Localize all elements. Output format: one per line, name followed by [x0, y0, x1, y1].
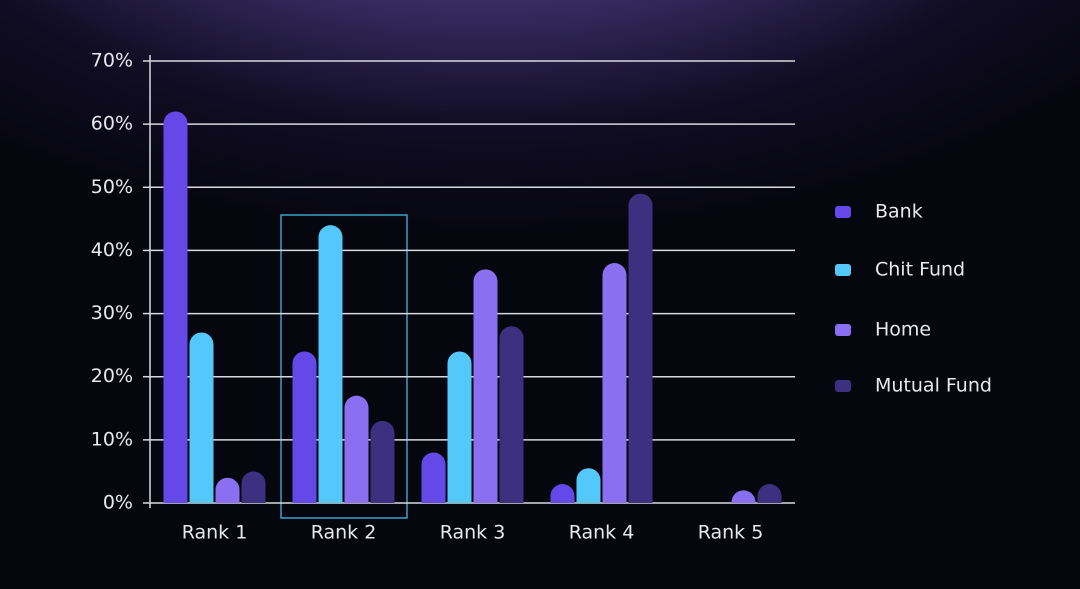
- legend-label: Home: [875, 319, 931, 341]
- y-tick-label: 40%: [91, 239, 133, 261]
- y-tick-label: 0%: [103, 492, 133, 514]
- bar: [447, 351, 472, 503]
- legend-swatch: [835, 380, 851, 392]
- bar: [757, 484, 782, 503]
- x-tick-label: Rank 1: [182, 522, 248, 544]
- bar: [189, 332, 214, 503]
- y-tick-label: 10%: [91, 428, 133, 450]
- bar: [292, 351, 317, 503]
- bar: [370, 420, 395, 503]
- y-tick-label: 30%: [91, 302, 133, 324]
- bar: [576, 468, 601, 503]
- bar: [421, 452, 446, 503]
- bar: [731, 490, 756, 503]
- bar: [602, 263, 627, 503]
- x-tick-label: Rank 3: [440, 522, 506, 544]
- bar: [241, 471, 266, 503]
- y-tick-label: 20%: [91, 365, 133, 387]
- bar: [499, 326, 524, 503]
- legend-swatch: [835, 206, 851, 218]
- x-tick-label: Rank 2: [311, 522, 377, 544]
- bar: [215, 477, 240, 503]
- x-tick-label: Rank 5: [698, 522, 764, 544]
- legend-label: Chit Fund: [875, 259, 965, 281]
- bar: [550, 484, 575, 503]
- y-tick-label: 70%: [91, 50, 133, 72]
- bar: [163, 111, 188, 503]
- y-tick-label: 50%: [91, 176, 133, 198]
- legend-label: Mutual Fund: [875, 375, 992, 397]
- bar: [318, 225, 343, 503]
- bar: [473, 269, 498, 503]
- bar: [628, 193, 653, 503]
- legend-label: Bank: [875, 201, 923, 223]
- y-tick-label: 60%: [91, 113, 133, 135]
- legend-swatch: [835, 324, 851, 336]
- x-tick-label: Rank 4: [569, 522, 635, 544]
- bar: [344, 395, 369, 503]
- highlight-box: [280, 214, 408, 519]
- legend-swatch: [835, 264, 851, 276]
